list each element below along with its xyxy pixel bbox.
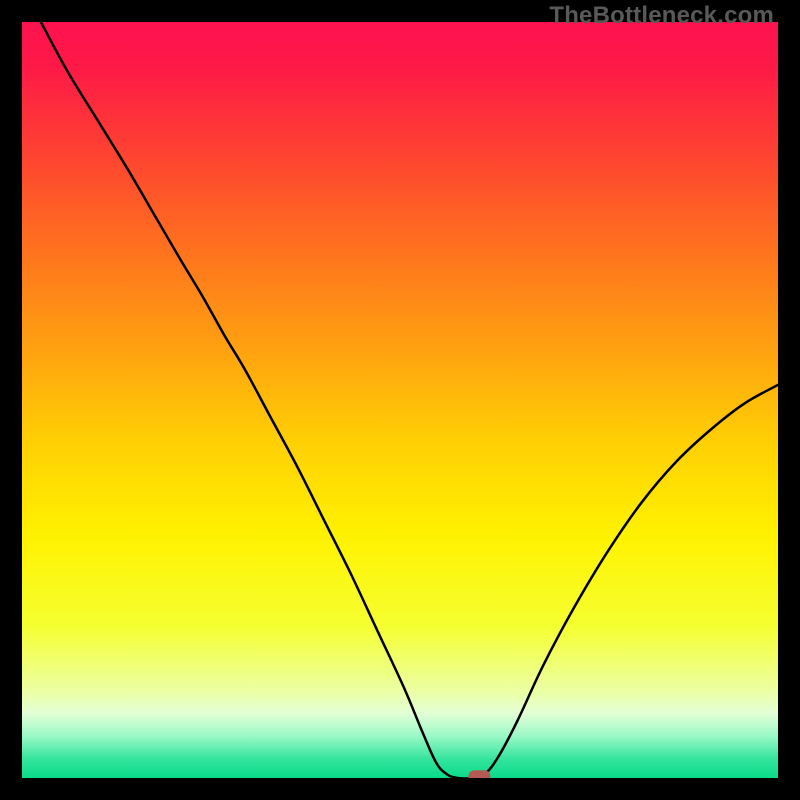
plot-background (22, 22, 778, 778)
chart-frame: TheBottleneck.com (0, 0, 800, 800)
chart-svg (0, 0, 800, 800)
